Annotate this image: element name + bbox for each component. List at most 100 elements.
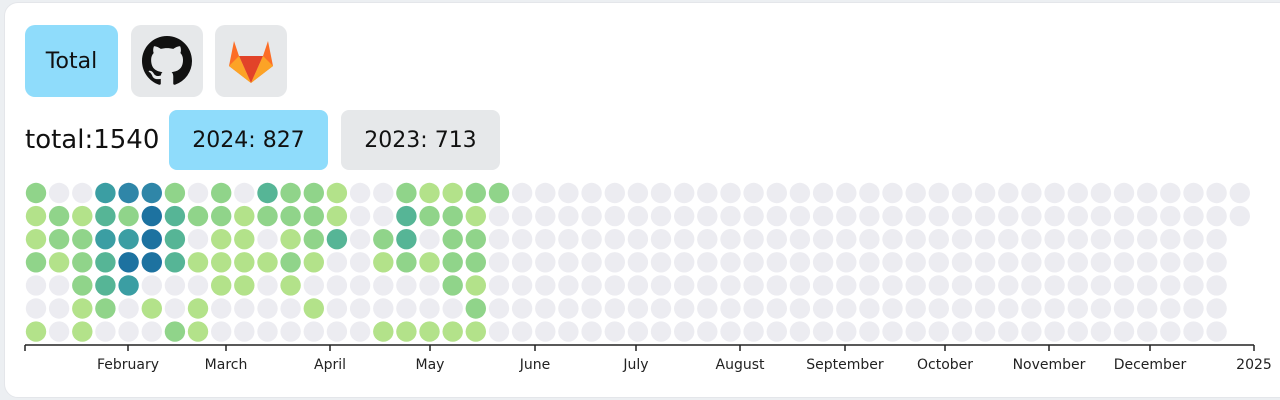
heatmap-cell[interactable] [373,298,394,319]
heatmap-cell[interactable] [812,298,834,319]
heatmap-cell[interactable] [211,275,232,296]
heatmap-cell[interactable] [95,252,116,273]
heatmap-cell[interactable] [511,182,533,204]
heatmap-cell[interactable] [998,321,1019,342]
heatmap-cell[interactable] [1137,229,1158,250]
heatmap-cell[interactable] [419,275,440,296]
heatmap-cell[interactable] [1183,182,1204,204]
heatmap-cell[interactable] [511,275,533,296]
heatmap-cell[interactable] [488,321,510,342]
heatmap-cell[interactable] [280,229,301,250]
heatmap-cell[interactable] [211,182,232,204]
gitlab-tab-button[interactable] [215,25,287,97]
heatmap-cell[interactable] [1113,229,1135,250]
heatmap-cell[interactable] [419,229,440,250]
heatmap-cell[interactable] [859,298,880,319]
heatmap-cell[interactable] [141,182,162,204]
heatmap-cell[interactable] [303,298,324,319]
heatmap-cell[interactable] [1206,182,1227,204]
heatmap-cell[interactable] [419,182,440,204]
heatmap-cell[interactable] [326,205,348,227]
heatmap-cell[interactable] [674,252,695,273]
heatmap-cell[interactable] [1067,182,1089,204]
total-tab-button[interactable]: Total [25,25,118,97]
heatmap-cell[interactable] [789,321,811,342]
heatmap-cell[interactable] [928,321,949,342]
heatmap-cell[interactable] [234,321,255,342]
heatmap-cell[interactable] [720,321,741,342]
heatmap-cell[interactable] [1044,275,1065,296]
heatmap-cell[interactable] [442,275,463,296]
heatmap-cell[interactable] [396,298,417,319]
heatmap-cell[interactable] [789,182,811,204]
heatmap-cell[interactable] [928,182,949,204]
heatmap-cell[interactable] [373,275,394,296]
heatmap-cell[interactable] [1067,275,1089,296]
heatmap-cell[interactable] [1137,252,1158,273]
heatmap-cell[interactable] [859,275,880,296]
heatmap-cell[interactable] [488,229,510,250]
heatmap-cell[interactable] [326,229,348,250]
heatmap-cell[interactable] [951,275,973,296]
heatmap-cell[interactable] [465,229,486,250]
heatmap-cell[interactable] [1137,182,1158,204]
heatmap-cell[interactable] [95,205,116,227]
heatmap-cell[interactable] [187,229,209,250]
heatmap-cell[interactable] [1044,298,1065,319]
heatmap-cell[interactable] [812,252,834,273]
heatmap-cell[interactable] [674,182,695,204]
heatmap-cell[interactable] [697,252,718,273]
heatmap-cell[interactable] [488,275,510,296]
heatmap-cell[interactable] [326,182,348,204]
heatmap-cell[interactable] [766,229,787,250]
heatmap-cell[interactable] [627,321,649,342]
heatmap-cell[interactable] [141,205,162,227]
heatmap-cell[interactable] [627,182,649,204]
heatmap-cell[interactable] [48,321,70,342]
heatmap-cell[interactable] [187,182,209,204]
heatmap-cell[interactable] [396,229,417,250]
heatmap-cell[interactable] [882,252,903,273]
heatmap-cell[interactable] [1067,321,1089,342]
heatmap-cell[interactable] [743,275,764,296]
heatmap-cell[interactable] [1090,298,1112,319]
heatmap-cell[interactable] [465,321,486,342]
heatmap-cell[interactable] [72,275,93,296]
heatmap-cell[interactable] [581,229,602,250]
heatmap-cell[interactable] [1021,298,1042,319]
heatmap-cell[interactable] [674,275,695,296]
heatmap-cell[interactable] [257,321,278,342]
heatmap-cell[interactable] [442,182,463,204]
heatmap-cell[interactable] [48,182,70,204]
heatmap-cell[interactable] [396,321,417,342]
heatmap-cell[interactable] [234,298,255,319]
heatmap-cell[interactable] [882,275,903,296]
heatmap-cell[interactable] [118,275,139,296]
heatmap-cell[interactable] [1206,252,1227,273]
heatmap-cell[interactable] [558,275,579,296]
heatmap-cell[interactable] [697,298,718,319]
heatmap-cell[interactable] [812,229,834,250]
heatmap-cell[interactable] [1021,182,1042,204]
heatmap-cell[interactable] [303,252,324,273]
heatmap-cell[interactable] [535,252,556,273]
heatmap-cell[interactable] [1137,298,1158,319]
heatmap-cell[interactable] [812,182,834,204]
heatmap-cell[interactable] [697,229,718,250]
heatmap-cell[interactable] [836,252,857,273]
heatmap-cell[interactable] [720,298,741,319]
heatmap-cell[interactable] [581,298,602,319]
heatmap-cell[interactable] [627,275,649,296]
heatmap-cell[interactable] [1183,321,1204,342]
heatmap-cell[interactable] [674,298,695,319]
heatmap-cell[interactable] [766,321,787,342]
heatmap-cell[interactable] [650,205,672,227]
heatmap-cell[interactable] [72,205,93,227]
heatmap-cell[interactable] [581,252,602,273]
heatmap-cell[interactable] [48,275,70,296]
heatmap-cell[interactable] [1160,182,1181,204]
heatmap-cell[interactable] [836,229,857,250]
heatmap-cell[interactable] [1021,275,1042,296]
heatmap-cell[interactable] [419,298,440,319]
heatmap-cell[interactable] [535,321,556,342]
